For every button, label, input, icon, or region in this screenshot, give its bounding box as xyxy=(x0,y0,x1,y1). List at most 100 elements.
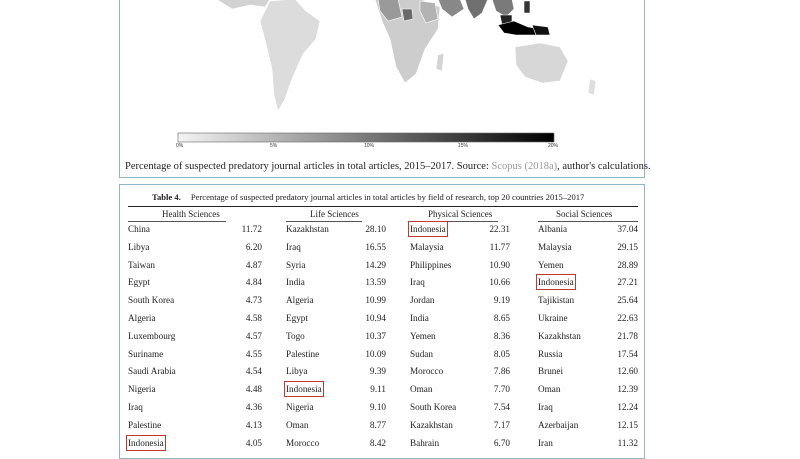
value-cell: 4.55 xyxy=(245,348,262,359)
caption-source-link[interactable]: Scopus (2018a) xyxy=(491,161,558,172)
map-region-arabia xyxy=(438,0,465,18)
table-top-rule xyxy=(128,206,638,207)
country-cell: Algeria xyxy=(286,295,314,306)
country-cell: Libya xyxy=(128,241,150,252)
country-cell: Brunei xyxy=(538,366,564,377)
country-cell: Palestine xyxy=(128,419,162,430)
column-header: Physical Sciences xyxy=(428,209,493,219)
value-cell: 4.58 xyxy=(245,313,262,323)
value-cell: 8.05 xyxy=(493,348,510,359)
value-cell: 12.39 xyxy=(617,384,638,395)
country-cell: Azerbaijan xyxy=(538,419,579,430)
value-cell: 10.90 xyxy=(489,259,510,270)
value-cell: 4.36 xyxy=(245,402,262,412)
value-cell: 8.77 xyxy=(369,419,386,430)
country-cell: Egypt xyxy=(128,277,150,288)
country-cell: Yemen xyxy=(538,259,564,270)
country-cell: Libya xyxy=(286,366,308,377)
country-cell: Oman xyxy=(286,419,309,430)
country-cell: Iran xyxy=(538,437,553,448)
country-cell: Algeria xyxy=(128,313,156,323)
country-cell: Kazakhstan xyxy=(286,224,329,234)
country-cell: Iraq xyxy=(410,277,425,288)
country-cell: Morocco xyxy=(410,366,444,377)
map-region-nigeria xyxy=(401,8,414,22)
value-cell: 10.94 xyxy=(365,313,386,323)
value-cell: 4.13 xyxy=(245,419,262,430)
highlighted-country-cell: Indonesia xyxy=(126,434,166,451)
value-cell: 11.77 xyxy=(489,241,510,252)
map-region-south-america xyxy=(259,0,321,112)
value-cell: 21.78 xyxy=(617,330,638,341)
country-cell: Oman xyxy=(538,384,561,395)
country-cell: Taiwan xyxy=(128,259,155,270)
caption-text: Percentage of suspected predatory journa… xyxy=(125,161,492,172)
table-title: Percentage of suspected predatory journa… xyxy=(190,192,585,202)
value-cell: 6.20 xyxy=(245,241,262,252)
country-cell: Yemen xyxy=(410,330,436,341)
value-cell: 8.42 xyxy=(369,437,386,448)
country-cell: Albania xyxy=(538,224,568,234)
value-cell: 10.37 xyxy=(365,330,386,341)
value-cell: 10.66 xyxy=(489,277,510,288)
country-cell: Iraq xyxy=(538,402,553,412)
value-cell: 14.29 xyxy=(365,259,386,270)
value-cell: 12.15 xyxy=(617,419,638,430)
value-cell: 4.05 xyxy=(245,437,262,448)
value-cell: 17.54 xyxy=(617,348,638,359)
value-cell: 28.89 xyxy=(617,259,638,270)
value-cell: 11.32 xyxy=(617,437,638,448)
value-cell: 7.17 xyxy=(493,419,510,430)
country-cell: Saudi Arabia xyxy=(128,366,176,377)
colorbar xyxy=(177,132,555,143)
table-panel: Table 4. Percentage of suspected predator… xyxy=(119,184,645,459)
map-region-philippines xyxy=(523,0,531,14)
value-cell: 29.15 xyxy=(617,241,638,252)
country-cell: Malaysia xyxy=(538,241,572,252)
value-cell: 9.10 xyxy=(369,402,386,412)
table-label: Table 4. xyxy=(152,192,181,202)
country-cell: Bahrain xyxy=(410,437,440,448)
country-cell: Philippines xyxy=(410,259,452,270)
value-cell: 7.70 xyxy=(493,384,510,395)
country-cell: South Korea xyxy=(128,295,175,306)
highlighted-country-cell: Indonesia xyxy=(536,274,576,291)
map-region-africa xyxy=(374,0,441,84)
value-cell: 27.21 xyxy=(617,277,638,288)
figure-caption: Percentage of suspected predatory journa… xyxy=(125,161,651,172)
column-header-rule xyxy=(410,221,498,222)
country-cell: Iraq xyxy=(286,241,301,252)
country-cell: India xyxy=(410,313,429,323)
value-cell: 7.54 xyxy=(493,402,510,412)
country-cell: Nigeria xyxy=(286,402,314,412)
map-region-new-zealand xyxy=(587,78,597,96)
value-cell: 10.99 xyxy=(365,295,386,306)
column-header-rule xyxy=(286,221,362,222)
country-cell: Kazakhstan xyxy=(538,330,581,341)
map-region-horn-africa xyxy=(419,0,439,24)
map-region-australia xyxy=(514,42,569,84)
country-cell: Suriname xyxy=(128,348,164,359)
value-cell: 13.59 xyxy=(365,277,386,288)
country-cell: Kazakhstan xyxy=(410,419,453,430)
value-cell: 8.36 xyxy=(493,330,510,341)
map-region-central-america xyxy=(217,0,270,10)
value-cell: 4.48 xyxy=(245,384,262,395)
value-cell: 4.73 xyxy=(245,295,262,306)
value-cell: 9.11 xyxy=(370,384,386,395)
country-cell: Syria xyxy=(286,259,306,270)
value-cell: 9.19 xyxy=(493,295,510,306)
value-cell: 7.86 xyxy=(493,366,510,377)
country-cell: Egypt xyxy=(286,313,308,323)
country-cell: Palestine xyxy=(286,348,320,359)
value-cell: 11.72 xyxy=(241,224,262,234)
value-cell: 22.63 xyxy=(617,313,638,323)
colorbar-tick-label: 0% xyxy=(176,143,184,149)
map-region-madagascar xyxy=(435,52,445,72)
country-cell: South Korea xyxy=(410,402,457,412)
highlighted-country-cell: Indonesia xyxy=(284,381,324,398)
column-header-rule xyxy=(128,221,226,222)
value-cell: 8.65 xyxy=(493,313,510,323)
value-cell: 25.64 xyxy=(617,295,638,306)
value-cell: 4.87 xyxy=(245,259,262,270)
